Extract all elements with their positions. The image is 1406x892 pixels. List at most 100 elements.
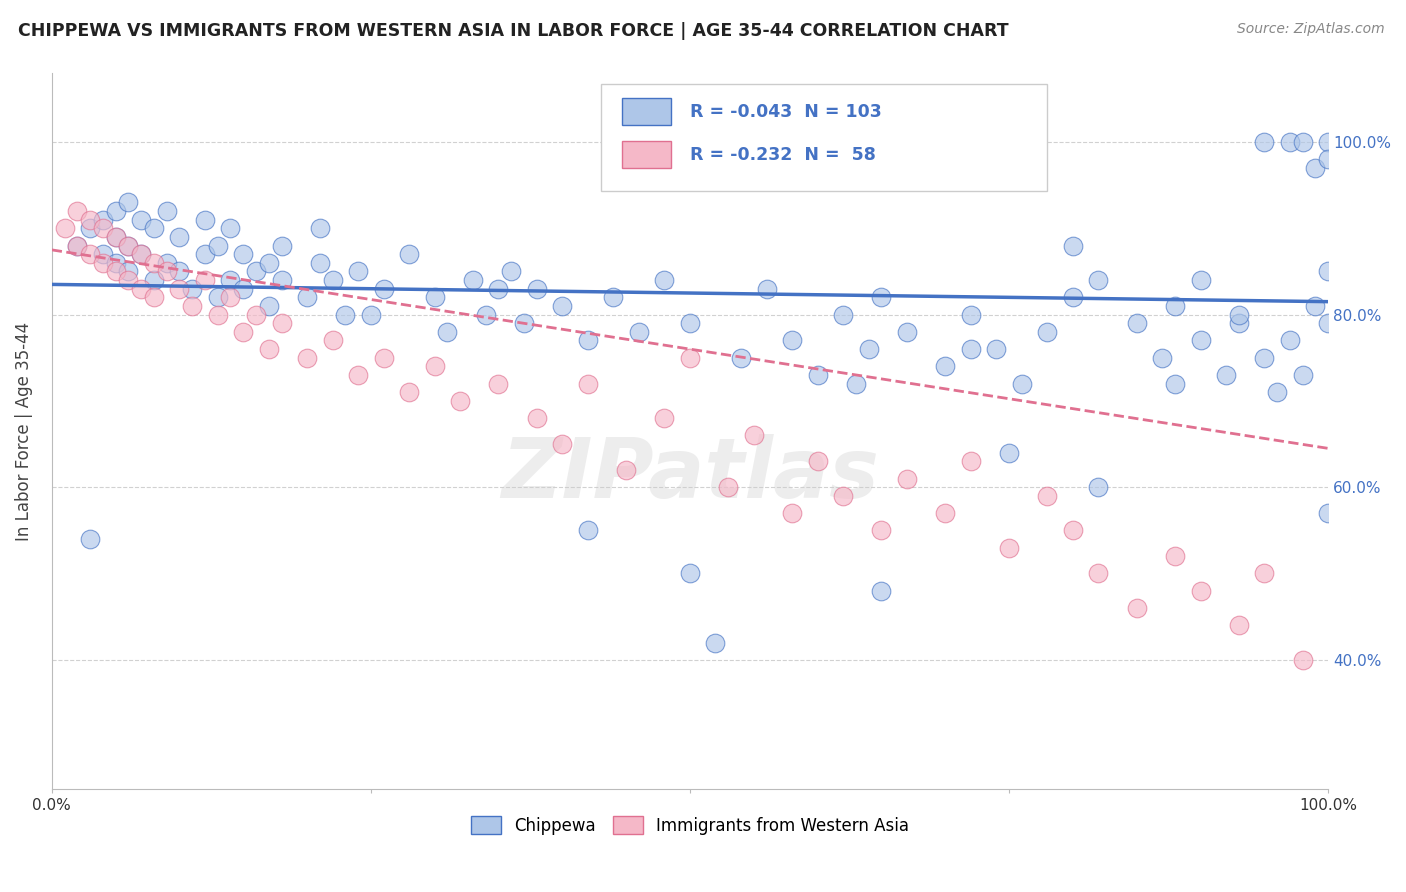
Point <box>1087 566 1109 581</box>
Point <box>117 238 139 252</box>
Point <box>373 282 395 296</box>
Point <box>207 290 229 304</box>
Point <box>998 541 1021 555</box>
Point <box>270 238 292 252</box>
Point <box>194 273 217 287</box>
Point <box>169 230 191 244</box>
Point <box>79 532 101 546</box>
Point <box>436 325 458 339</box>
Point <box>142 221 165 235</box>
Point <box>1265 385 1288 400</box>
Point <box>104 264 127 278</box>
Point <box>1125 316 1147 330</box>
Point <box>679 316 702 330</box>
Point <box>474 308 496 322</box>
Point <box>142 290 165 304</box>
Point <box>169 282 191 296</box>
Point <box>526 282 548 296</box>
Point <box>526 411 548 425</box>
Point <box>91 221 114 235</box>
Point <box>1087 273 1109 287</box>
Point <box>347 368 370 382</box>
Point <box>117 238 139 252</box>
Point <box>1227 316 1250 330</box>
Point <box>335 308 357 322</box>
Point <box>654 273 676 287</box>
Point <box>780 506 803 520</box>
Point <box>602 290 624 304</box>
Point <box>576 524 599 538</box>
Point <box>373 351 395 365</box>
Point <box>129 247 152 261</box>
Point <box>117 264 139 278</box>
Point <box>1317 153 1340 167</box>
Point <box>398 247 420 261</box>
Point <box>295 290 318 304</box>
Point <box>1152 351 1174 365</box>
Point <box>104 204 127 219</box>
Point <box>194 247 217 261</box>
Point <box>53 221 76 235</box>
Point <box>501 264 523 278</box>
Point <box>181 282 204 296</box>
Point <box>742 428 765 442</box>
Point <box>870 583 893 598</box>
Point <box>551 437 574 451</box>
Text: CHIPPEWA VS IMMIGRANTS FROM WESTERN ASIA IN LABOR FORCE | AGE 35-44 CORRELATION : CHIPPEWA VS IMMIGRANTS FROM WESTERN ASIA… <box>18 22 1010 40</box>
Point <box>806 368 828 382</box>
FancyBboxPatch shape <box>600 84 1047 191</box>
Point <box>461 273 484 287</box>
Point <box>117 195 139 210</box>
Point <box>66 238 89 252</box>
Point <box>91 212 114 227</box>
Text: Source: ZipAtlas.com: Source: ZipAtlas.com <box>1237 22 1385 37</box>
Point <box>1164 299 1187 313</box>
Point <box>423 290 446 304</box>
Point <box>654 411 676 425</box>
Point <box>1305 299 1327 313</box>
Point <box>1036 325 1059 339</box>
Point <box>717 480 740 494</box>
Point <box>169 264 191 278</box>
Point <box>959 308 981 322</box>
Point <box>576 334 599 348</box>
Point <box>1011 376 1033 391</box>
Point <box>679 566 702 581</box>
Point <box>257 256 280 270</box>
Point <box>1189 334 1212 348</box>
FancyBboxPatch shape <box>623 141 671 169</box>
Point <box>1317 506 1340 520</box>
Point <box>896 472 918 486</box>
Point <box>1215 368 1237 382</box>
Point <box>1278 135 1301 149</box>
Point <box>1291 653 1313 667</box>
Point <box>832 308 855 322</box>
Point <box>934 359 956 374</box>
Point <box>308 256 330 270</box>
Point <box>1291 135 1313 149</box>
Point <box>117 273 139 287</box>
FancyBboxPatch shape <box>623 98 671 125</box>
Point <box>194 212 217 227</box>
Point <box>934 506 956 520</box>
Point <box>257 342 280 356</box>
Point <box>870 290 893 304</box>
Point <box>730 351 752 365</box>
Point <box>79 212 101 227</box>
Point <box>488 282 510 296</box>
Text: R = -0.043  N = 103: R = -0.043 N = 103 <box>690 103 882 120</box>
Point <box>104 230 127 244</box>
Point <box>1291 368 1313 382</box>
Point <box>806 454 828 468</box>
Point <box>207 308 229 322</box>
Point <box>79 247 101 261</box>
Point <box>1317 264 1340 278</box>
Point <box>156 204 179 219</box>
Point <box>232 282 254 296</box>
Point <box>1062 524 1084 538</box>
Point <box>232 325 254 339</box>
Point <box>360 308 382 322</box>
Point <box>347 264 370 278</box>
Point <box>91 247 114 261</box>
Point <box>998 445 1021 459</box>
